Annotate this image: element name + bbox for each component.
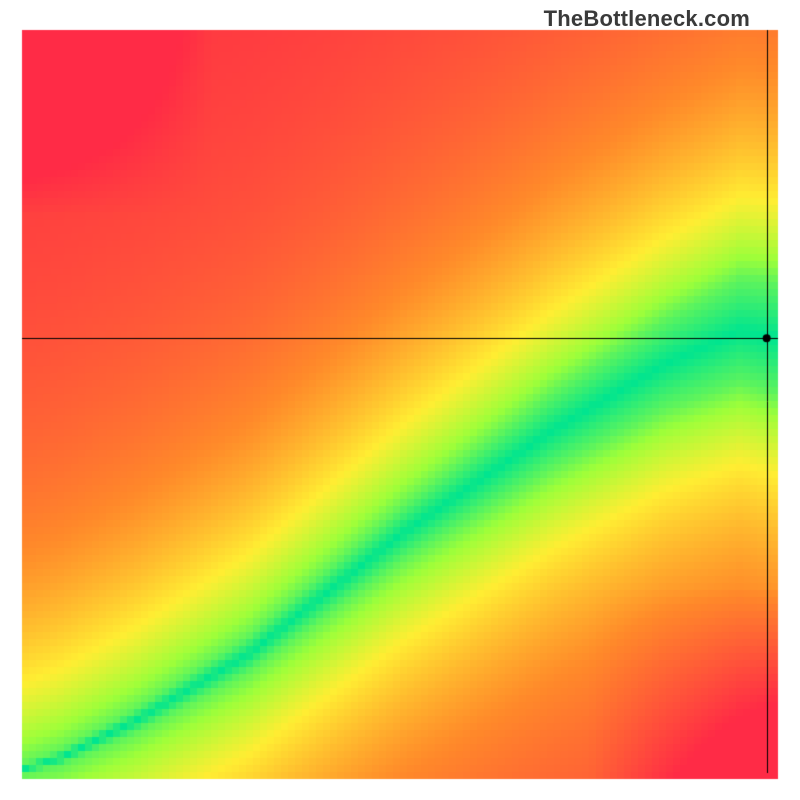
watermark-text: TheBottleneck.com: [544, 6, 750, 32]
chart-container: { "watermark": { "text": "TheBottleneck.…: [0, 0, 800, 800]
bottleneck-heatmap: [0, 0, 800, 800]
